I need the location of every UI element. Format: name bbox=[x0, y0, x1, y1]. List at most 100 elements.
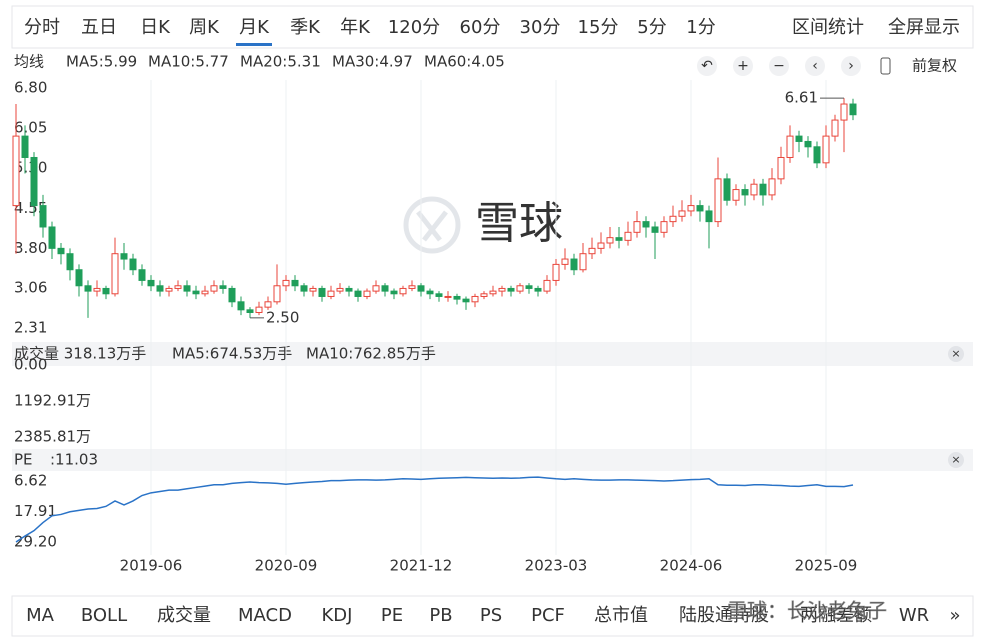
candle-body bbox=[597, 242, 605, 249]
candle-body bbox=[804, 140, 812, 148]
candle-body bbox=[318, 287, 326, 297]
time-tab[interactable]: 15分 bbox=[578, 17, 619, 38]
candle-body bbox=[273, 285, 281, 303]
adjust-mode[interactable]: 前复权 bbox=[912, 57, 957, 75]
y-tick-label: 4.55 bbox=[14, 199, 47, 217]
y-tick-label: 2385.81万 bbox=[14, 428, 91, 446]
toolbar-icon-glyph: ‹ bbox=[812, 58, 818, 74]
indicator-tab[interactable]: 总市值 bbox=[594, 605, 648, 626]
candle-body bbox=[678, 210, 686, 217]
candle-body bbox=[552, 263, 560, 281]
close-button[interactable] bbox=[948, 346, 964, 362]
candle-body bbox=[165, 287, 173, 292]
candle-body bbox=[354, 290, 362, 297]
x-tick-label: 2019-06 bbox=[120, 557, 183, 575]
close-button[interactable] bbox=[948, 452, 964, 468]
time-tab[interactable]: 1分 bbox=[686, 17, 715, 38]
y-tick-label: 6.05 bbox=[14, 119, 47, 137]
candle-body bbox=[336, 287, 344, 292]
candle-body bbox=[30, 156, 38, 207]
candle-body bbox=[255, 306, 263, 313]
y-tick-label: 6.80 bbox=[14, 79, 47, 97]
candle-body bbox=[345, 287, 353, 292]
candle-body bbox=[516, 285, 524, 292]
candle-body bbox=[282, 279, 290, 287]
candle-body bbox=[840, 103, 848, 121]
pe-value: :11.03 bbox=[50, 451, 98, 469]
time-tab[interactable]: 分时 bbox=[24, 17, 60, 38]
time-tab[interactable]: 五日 bbox=[81, 17, 117, 38]
indicator-tab[interactable]: 陆股通持股 bbox=[679, 605, 769, 626]
candle-body bbox=[138, 269, 146, 281]
time-tab[interactable]: 年K bbox=[340, 17, 371, 38]
candle-body bbox=[210, 285, 218, 292]
candle-body bbox=[219, 285, 227, 289]
indicator-tab[interactable]: 成交量 bbox=[157, 605, 211, 626]
candle-body bbox=[39, 205, 47, 228]
candle-body bbox=[498, 287, 506, 292]
indicator-tab[interactable]: PS bbox=[480, 605, 502, 626]
time-tab[interactable]: 季K bbox=[290, 17, 321, 38]
close-glyph: × bbox=[951, 347, 960, 360]
candle-body bbox=[579, 253, 587, 271]
candle-body bbox=[390, 290, 398, 295]
time-tab[interactable]: 周K bbox=[189, 17, 220, 38]
close-glyph: × bbox=[951, 453, 960, 466]
candle-body bbox=[624, 231, 632, 241]
candle-body bbox=[201, 290, 209, 295]
candle-body bbox=[768, 178, 776, 196]
candle-body bbox=[570, 258, 578, 271]
candle-body bbox=[759, 183, 767, 196]
candle-body bbox=[291, 279, 299, 287]
pe-header-bar bbox=[12, 449, 973, 471]
indicator-tab[interactable]: PCF bbox=[531, 605, 565, 626]
candle-body bbox=[714, 178, 722, 223]
y-tick-label: 1192.91万 bbox=[14, 392, 91, 410]
candle-body bbox=[462, 298, 470, 303]
y-tick-label: 0.00 bbox=[14, 356, 47, 374]
indicator-tab[interactable]: MA bbox=[26, 605, 55, 626]
candle-body bbox=[147, 279, 155, 287]
indicator-tab[interactable]: PE bbox=[381, 605, 403, 626]
candle-body bbox=[615, 237, 623, 241]
time-tab[interactable]: 120分 bbox=[388, 17, 440, 38]
candle-body bbox=[363, 290, 371, 297]
toolbar-icon[interactable] bbox=[733, 56, 753, 76]
indicator-tab[interactable]: KDJ bbox=[322, 605, 353, 626]
candle-body bbox=[633, 221, 641, 233]
candle-body bbox=[228, 287, 236, 303]
candle-body bbox=[741, 189, 749, 196]
tool-button[interactable]: 全屏显示 bbox=[888, 17, 960, 38]
y-tick-label: 6.62 bbox=[14, 472, 47, 490]
more-tabs[interactable]: » bbox=[949, 605, 960, 626]
time-tab[interactable]: 30分 bbox=[520, 17, 561, 38]
ma-title: 均线 bbox=[14, 53, 44, 71]
indicator-tab[interactable]: BOLL bbox=[81, 605, 127, 626]
time-tab[interactable]: 月K bbox=[239, 17, 270, 38]
candle-body bbox=[417, 285, 425, 292]
tool-button[interactable]: 区间统计 bbox=[792, 17, 864, 38]
indicator-tab[interactable]: WR bbox=[899, 605, 929, 626]
candle-body bbox=[471, 295, 479, 303]
time-tab[interactable]: 5分 bbox=[637, 17, 666, 38]
time-tab[interactable]: 日K bbox=[140, 17, 171, 38]
toolbar-icon[interactable] bbox=[697, 56, 717, 76]
indicator-tab[interactable]: 两融差额 bbox=[800, 605, 872, 626]
indicator-tab[interactable]: MACD bbox=[238, 605, 292, 626]
candle-body bbox=[120, 253, 128, 260]
candle-body bbox=[21, 135, 29, 158]
credit-watermark: 雪球：长沙老兔子 bbox=[727, 599, 887, 623]
candle-body bbox=[174, 285, 182, 289]
toolbar-icon[interactable] bbox=[805, 56, 825, 76]
time-tab[interactable]: 60分 bbox=[460, 17, 501, 38]
candle-body bbox=[669, 215, 677, 223]
candle-body bbox=[309, 287, 317, 292]
indicator-tab[interactable]: PB bbox=[429, 605, 452, 626]
candle-body bbox=[849, 103, 857, 116]
toolbar-icon[interactable] bbox=[841, 56, 861, 76]
candle-body bbox=[795, 135, 803, 142]
toolbar-icon[interactable] bbox=[769, 56, 789, 76]
volume-legend: MA10:762.85万手 bbox=[306, 345, 436, 363]
toolbar-icon[interactable] bbox=[880, 57, 891, 75]
